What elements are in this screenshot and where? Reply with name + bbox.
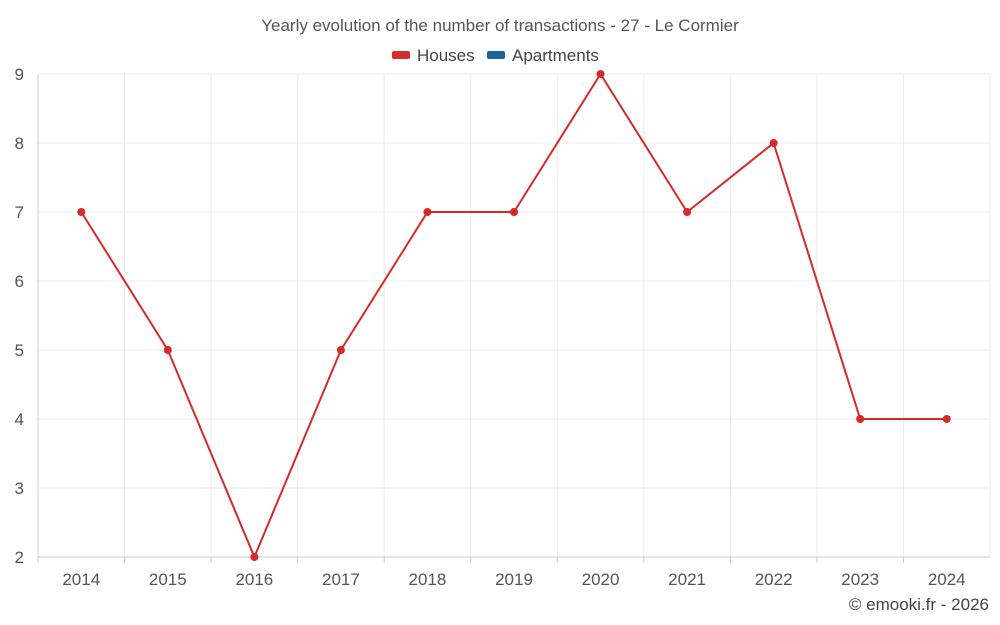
x-tick-label: 2018 — [409, 570, 447, 589]
data-point-houses[interactable] — [596, 70, 605, 78]
legend-item-houses[interactable]: Houses — [392, 46, 475, 65]
y-tick-label: 5 — [15, 341, 24, 360]
y-tick-label: 8 — [15, 134, 24, 153]
x-tick-label: 2023 — [841, 570, 879, 589]
legend-swatch-apartments — [487, 51, 505, 59]
y-tick-label: 6 — [15, 272, 24, 291]
legend-item-apartments[interactable]: Apartments — [487, 46, 599, 65]
data-point-houses[interactable] — [163, 346, 172, 354]
x-tick-label: 2015 — [149, 570, 187, 589]
data-point-houses[interactable] — [77, 208, 86, 216]
x-tick-label: 2019 — [495, 570, 533, 589]
data-point-houses[interactable] — [510, 208, 518, 216]
data-point-houses[interactable] — [336, 346, 345, 354]
y-tick-label: 7 — [15, 203, 24, 222]
grid — [37, 73, 991, 557]
data-point-houses[interactable] — [683, 208, 692, 216]
x-tick-label: 2022 — [755, 570, 793, 589]
x-axis-labels: 2014 2015 2016 2017 2018 2019 2020 2021 2022 2023… — [37, 557, 966, 589]
x-tick-label: 2024 — [928, 570, 966, 589]
data-point-houses[interactable] — [856, 415, 865, 423]
data-point-houses[interactable] — [423, 208, 432, 216]
y-tick-label: 9 — [15, 65, 24, 84]
x-tick-label: 2020 — [582, 570, 620, 589]
y-tick-label: 3 — [15, 479, 24, 498]
x-tick-label: 2021 — [668, 570, 706, 589]
data-point-houses[interactable] — [250, 553, 259, 561]
y-tick-label: 2 — [15, 548, 24, 567]
series-houses — [77, 70, 951, 561]
legend[interactable]: Houses Apartments — [392, 46, 599, 65]
data-point-houses[interactable] — [769, 139, 778, 147]
data-point-houses[interactable] — [942, 415, 951, 423]
legend-label-houses: Houses — [417, 46, 475, 65]
y-tick-label: 4 — [15, 410, 24, 429]
x-tick-label: 2016 — [235, 570, 273, 589]
chart-title: Yearly evolution of the number of transa… — [261, 16, 739, 35]
x-tick-label: 2017 — [322, 570, 360, 589]
y-axis-labels: 2 3 4 5 6 7 8 9 — [15, 65, 24, 567]
axes — [37, 74, 990, 558]
credit-text: © emooki.fr - 2026 — [849, 595, 989, 614]
legend-label-apartments: Apartments — [512, 46, 599, 65]
x-tick-label: 2014 — [62, 570, 100, 589]
legend-swatch-houses — [392, 51, 410, 59]
